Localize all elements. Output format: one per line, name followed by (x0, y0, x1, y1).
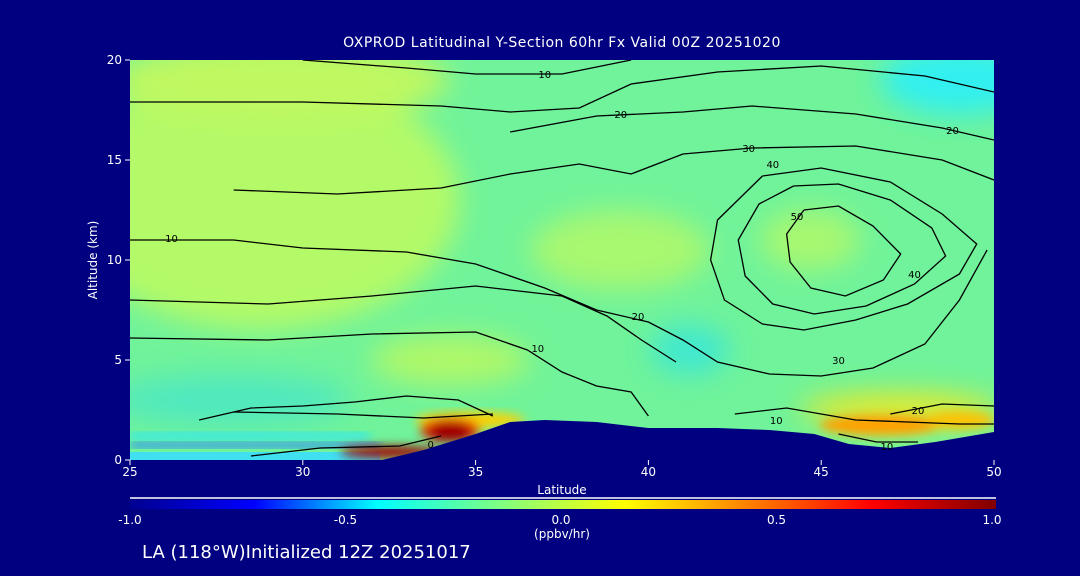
colorbar-tick-label: 0.0 (551, 513, 570, 527)
colorbar-tick-label: -0.5 (334, 513, 357, 527)
contour-line (198, 395, 494, 421)
contour-labels: 10 20 20 30 40 50 10 40 20 10 30 20 10 10 0 (165, 70, 959, 453)
x-tick-label: 45 (814, 465, 829, 479)
contour-label: 0 (427, 440, 433, 451)
contour-line (838, 433, 918, 443)
contour-label: 10 (770, 416, 783, 427)
x-tick-label: 35 (468, 465, 483, 479)
contour-label: 20 (632, 312, 645, 323)
contour-line (233, 145, 994, 195)
contour-line (233, 411, 493, 419)
y-tick-label: 20 (107, 53, 122, 67)
y-tick-label: 5 (114, 353, 122, 367)
contour-label: 20 (946, 126, 959, 137)
contour-line (130, 285, 677, 363)
contour-label: 20 (912, 406, 925, 417)
contour-label: 50 (791, 212, 804, 223)
y-axis-label: Altitude (km) (86, 221, 100, 300)
x-tick-label: 50 (986, 465, 1001, 479)
colorbar-ticks: -1.0 -0.5 0.0 0.5 1.0 (118, 513, 1001, 527)
footer-text: LA (118°W)Initialized 12Z 20251017 (142, 542, 471, 563)
contour-label: 10 (165, 234, 178, 245)
contour-line (785, 205, 902, 297)
contour-line (737, 183, 947, 315)
chart-title: OXPROD Latitudinal Y-Section 60hr Fx Val… (343, 35, 781, 51)
heatmap-field: 10 20 20 30 40 50 10 40 20 10 30 20 10 10 0 (130, 60, 994, 460)
contour-line (734, 407, 994, 425)
contour-label: 30 (832, 356, 845, 367)
contour-line (130, 331, 649, 417)
contour-label: 20 (614, 110, 627, 121)
axes: 25 30 35 40 45 50 0 5 10 15 20 (107, 53, 1002, 479)
contour-line (709, 167, 978, 331)
colorbar-tick-label: 1.0 (982, 513, 1001, 527)
contour-line (510, 105, 994, 141)
y-tick-label: 0 (114, 453, 122, 467)
contour-line (130, 239, 988, 377)
contour-label: 40 (766, 160, 779, 171)
contour-label: 40 (908, 270, 921, 281)
colorbar-unit: (ppbv/hr) (534, 527, 590, 541)
x-tick-label: 30 (295, 465, 310, 479)
contour-label: 10 (538, 70, 551, 81)
contour-line (890, 403, 994, 415)
contour-line (250, 435, 442, 457)
contour-line (302, 60, 632, 75)
x-tick-label: 25 (122, 465, 137, 479)
y-tick-label: 15 (107, 153, 122, 167)
contour-label: 30 (742, 144, 755, 155)
contour-lines (130, 60, 994, 457)
terrain-mask (382, 420, 994, 460)
y-tick-label: 10 (107, 253, 122, 267)
x-axis-label: Latitude (537, 483, 586, 497)
colorbar (130, 500, 996, 509)
contour-line (130, 65, 994, 113)
colorbar-tick-label: 0.5 (767, 513, 786, 527)
x-tick-label: 40 (641, 465, 656, 479)
contour-label: 10 (880, 442, 893, 453)
colorbar-tick-label: -1.0 (118, 513, 141, 527)
contour-label: 10 (531, 344, 544, 355)
